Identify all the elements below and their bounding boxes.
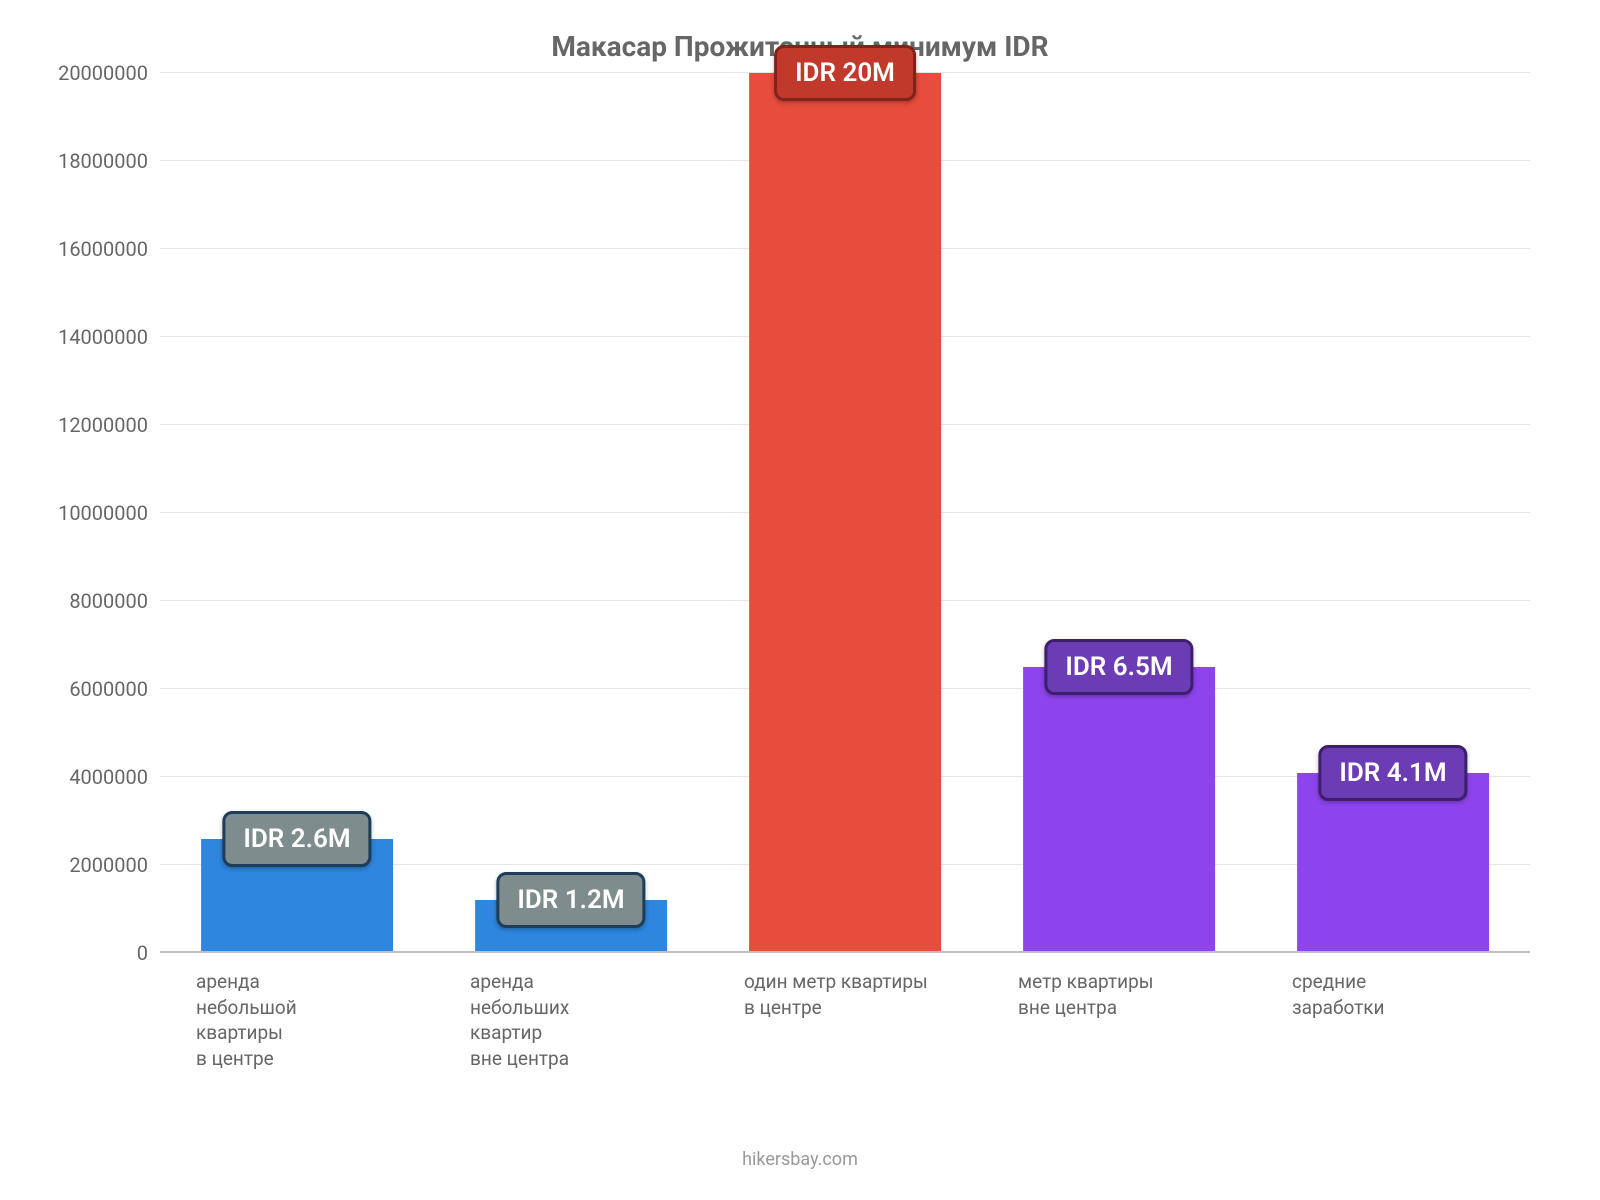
x-axis-labels: аренда небольшой квартиры в центреаренда… [160,969,1530,1072]
y-tick-label: 0 [137,941,160,965]
x-axis-label: один метр квартиры в центре [716,969,974,1020]
x-axis-baseline [160,951,1530,953]
bar-slot: IDR 1.2M [434,73,708,953]
y-tick-label: 4000000 [69,765,160,789]
value-badge: IDR 4.1M [1318,745,1467,801]
y-tick-label: 10000000 [58,501,160,525]
y-tick-label: 6000000 [69,677,160,701]
x-axis-label: средние заработки [1264,969,1522,1020]
chart-container: Макасар Прожиточный минимум IDR 02000000… [0,0,1600,1200]
bars-group: IDR 2.6M IDR 1.2M IDR 20M IDR 6.5M IDR 4.1M [160,73,1530,953]
y-tick-label: 12000000 [58,413,160,437]
plot-area: 0200000040000006000000800000010000000120… [160,73,1530,953]
value-badge: IDR 1.2M [496,872,645,928]
bar-slot: IDR 2.6M [160,73,434,953]
y-tick-label: 8000000 [69,589,160,613]
bar-slot: IDR 4.1M [1256,73,1530,953]
x-axis-label: метр квартиры вне центра [990,969,1248,1020]
attribution-text: hikersbay.com [0,1149,1600,1170]
x-axis-label: аренда небольшой квартиры в центре [168,969,426,1072]
value-badge: IDR 6.5M [1044,639,1193,695]
bar-slot: IDR 20M [708,73,982,953]
bar-slot: IDR 6.5M [982,73,1256,953]
y-tick-label: 18000000 [58,149,160,173]
bar [1023,667,1215,953]
value-badge: IDR 2.6M [222,811,371,867]
y-tick-label: 14000000 [58,325,160,349]
y-tick-label: 20000000 [58,61,160,85]
bar [749,73,941,953]
y-tick-label: 16000000 [58,237,160,261]
x-axis-label: аренда небольших квартир вне центра [442,969,700,1072]
value-badge: IDR 20M [774,45,916,101]
y-tick-label: 2000000 [69,853,160,877]
